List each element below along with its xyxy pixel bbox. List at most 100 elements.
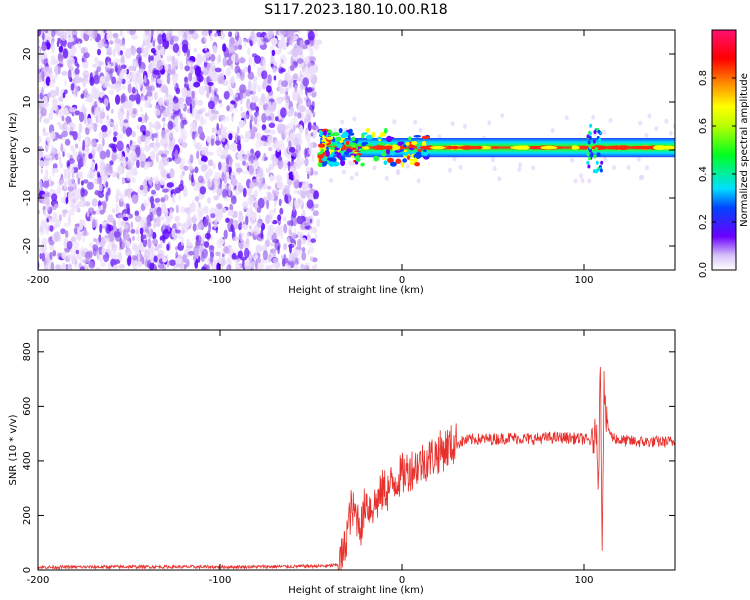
noise-blob — [42, 95, 48, 105]
noise-blob — [102, 221, 107, 226]
noise-blob — [127, 207, 131, 215]
noise-blob — [292, 216, 298, 227]
noise-blob — [85, 117, 93, 129]
noise-blob — [203, 33, 207, 43]
noise-blob — [194, 223, 202, 231]
noise-speck — [396, 168, 401, 174]
noise-blob — [223, 164, 227, 175]
noise-blob — [50, 131, 56, 140]
noise-blob — [75, 86, 78, 97]
noise-blob — [49, 89, 57, 98]
noise-blob — [252, 159, 260, 167]
noise-blob — [271, 49, 276, 57]
noise-blob — [268, 122, 276, 129]
noise-blob — [291, 157, 294, 163]
noise-blob — [66, 240, 73, 250]
noise-blob — [137, 116, 143, 123]
noise-blob — [211, 92, 215, 100]
noise-blob — [125, 169, 133, 181]
noise-blob — [239, 241, 244, 251]
noise-blob — [163, 94, 168, 103]
noise-blob — [301, 251, 307, 261]
noise-blob — [177, 97, 185, 103]
noise-blob — [298, 150, 302, 161]
noise-blob — [140, 106, 143, 113]
noise-blob — [316, 218, 321, 227]
noise-blob — [55, 86, 60, 96]
noise-blob — [47, 136, 51, 148]
noise-blob — [178, 190, 181, 202]
noise-blob — [131, 34, 138, 40]
noise-blob — [222, 114, 226, 124]
noise-blob — [80, 93, 85, 99]
noise-blob — [280, 68, 286, 73]
noise-blob — [86, 211, 90, 218]
spectrogram-y-axis-label: Frequency (Hz) — [8, 112, 19, 188]
band-blob — [373, 155, 380, 162]
noise-blob — [287, 122, 294, 129]
noise-blob — [140, 161, 145, 168]
noise-blob — [247, 47, 251, 56]
band-blob — [408, 136, 412, 141]
noise-blob — [230, 224, 234, 232]
noise-blob — [63, 79, 68, 86]
noise-blob — [45, 35, 52, 41]
band-burst — [588, 156, 592, 161]
noise-blob — [237, 250, 243, 259]
noise-blob — [97, 60, 104, 67]
noise-blob — [89, 76, 95, 86]
noise-blob — [230, 196, 237, 205]
noise-blob — [78, 123, 83, 134]
band-blob — [395, 158, 402, 164]
noise-blob — [38, 64, 43, 70]
noise-blob — [94, 247, 99, 253]
noise-blob — [152, 40, 156, 47]
noise-blob — [122, 160, 127, 168]
noise-speck — [416, 178, 421, 184]
noise-blob — [62, 151, 65, 158]
noise-speck — [340, 119, 345, 125]
noise-speck — [497, 176, 502, 182]
noise-blob — [236, 72, 241, 80]
noise-blob — [204, 44, 208, 52]
noise-blob — [99, 183, 103, 192]
noise-blob — [93, 237, 97, 243]
noise-blob — [160, 166, 165, 178]
noise-blob — [157, 249, 165, 259]
noise-blob — [78, 174, 84, 179]
noise-blob — [274, 161, 278, 167]
noise-blob — [52, 163, 58, 170]
noise-blob — [99, 150, 107, 160]
chart-title: S117.2023.180.10.00.R18 — [264, 2, 447, 18]
noise-blob — [151, 209, 158, 215]
noise-blob — [162, 188, 169, 193]
noise-blob — [216, 240, 223, 249]
colorbar-tick-label: 0.0 — [698, 262, 709, 278]
noise-speck — [372, 165, 377, 171]
noise-blob — [257, 173, 261, 183]
noise-blob — [207, 81, 214, 86]
noise-blob — [153, 255, 158, 263]
noise-blob — [232, 236, 240, 241]
noise-blob — [232, 186, 236, 192]
noise-blob — [280, 107, 287, 118]
noise-blob — [85, 127, 90, 135]
noise-blob — [277, 214, 282, 222]
noise-blob — [42, 32, 45, 41]
noise-blob — [52, 168, 59, 173]
noise-blob — [186, 48, 190, 58]
noise-blob — [52, 250, 57, 257]
noise-blob — [119, 237, 123, 248]
band-core — [512, 145, 530, 150]
noise-blob — [154, 197, 161, 203]
noise-blob — [121, 238, 127, 248]
noise-blob — [285, 99, 290, 108]
noise-blob — [213, 219, 218, 229]
noise-blob — [278, 182, 284, 191]
noise-blob — [296, 215, 303, 225]
noise-blob — [99, 223, 103, 234]
noise-blob — [294, 159, 301, 170]
noise-blob — [140, 134, 147, 142]
noise-blob — [207, 151, 214, 156]
noise-blob — [51, 44, 55, 54]
